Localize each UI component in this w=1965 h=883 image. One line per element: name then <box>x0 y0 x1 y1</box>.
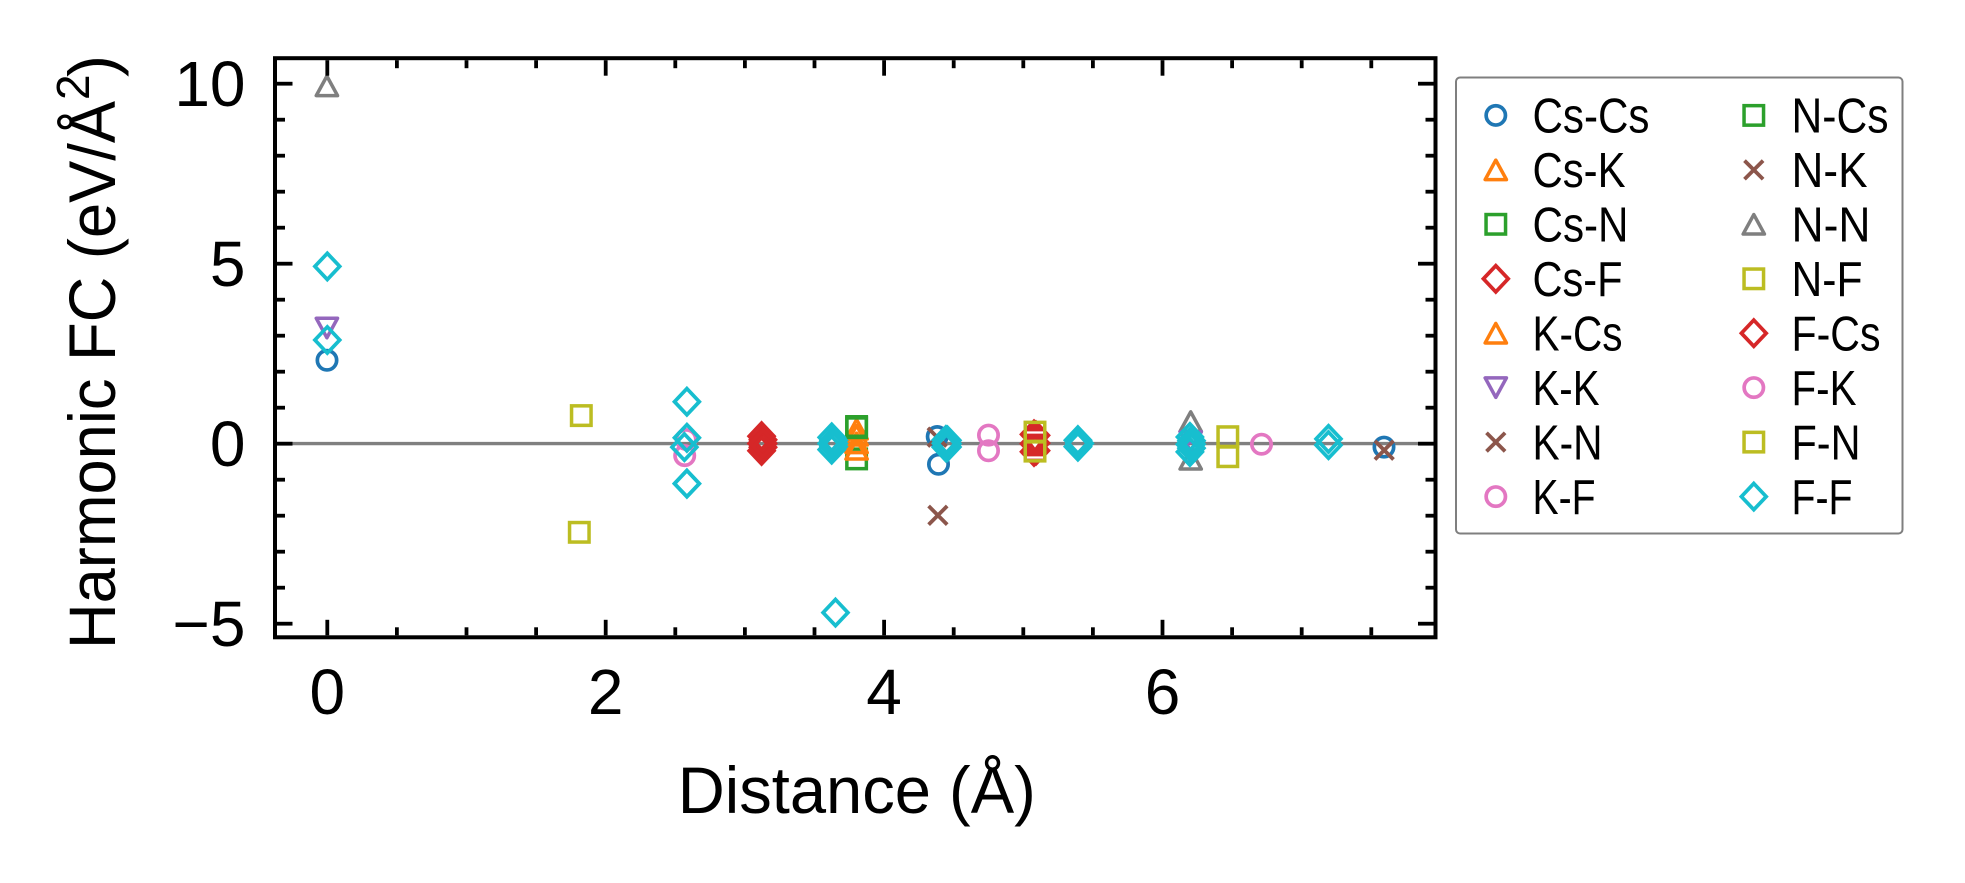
svg-text:Distance (Å): Distance (Å) <box>678 753 1036 827</box>
svg-text:Harmonic FC (eV/Å: Harmonic FC (eV/Å <box>55 101 129 649</box>
svg-text:Cs-K: Cs-K <box>1533 144 1626 198</box>
svg-text:Cs-N: Cs-N <box>1533 199 1629 253</box>
svg-text:): ) <box>55 55 129 77</box>
svg-text:F-Cs: F-Cs <box>1792 308 1881 362</box>
svg-text:Cs-F: Cs-F <box>1533 253 1623 307</box>
svg-text:K-Cs: K-Cs <box>1533 308 1623 362</box>
svg-text:K-F: K-F <box>1533 471 1596 525</box>
svg-text:6: 6 <box>1145 656 1181 728</box>
svg-text:F-N: F-N <box>1792 416 1861 470</box>
svg-text:F-K: F-K <box>1792 362 1857 416</box>
svg-text:N-N: N-N <box>1792 199 1871 253</box>
svg-text:0: 0 <box>210 408 246 480</box>
svg-text:N-K: N-K <box>1792 144 1868 198</box>
svg-text:N-Cs: N-Cs <box>1792 90 1889 144</box>
svg-text:−5: −5 <box>173 588 246 660</box>
svg-text:10: 10 <box>174 48 245 120</box>
svg-text:F-F: F-F <box>1792 471 1853 525</box>
svg-text:N-F: N-F <box>1792 253 1863 307</box>
svg-text:2: 2 <box>47 74 99 100</box>
svg-text:K-N: K-N <box>1533 416 1603 470</box>
svg-text:K-K: K-K <box>1533 362 1600 416</box>
svg-text:5: 5 <box>210 228 246 300</box>
svg-text:2: 2 <box>588 656 624 728</box>
svg-text:Cs-Cs: Cs-Cs <box>1533 90 1650 144</box>
svg-text:4: 4 <box>866 656 902 728</box>
svg-text:0: 0 <box>310 656 346 728</box>
